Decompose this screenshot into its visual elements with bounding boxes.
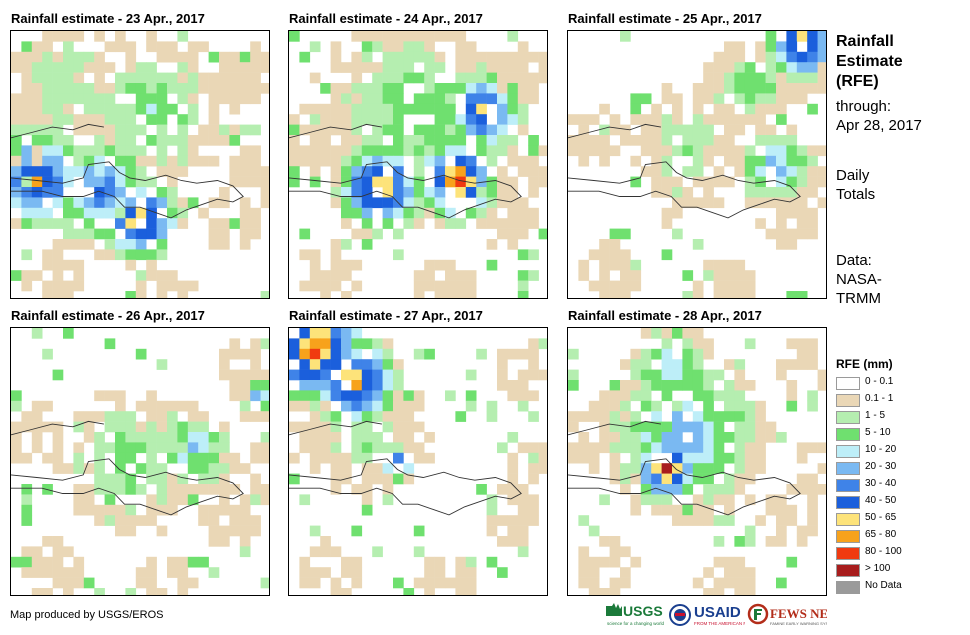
- svg-text:USGS: USGS: [623, 603, 663, 619]
- usaid-logo: USAID FROM THE AMERICAN PEOPLE: [693, 600, 761, 630]
- panel-title: Rainfall estimate - 27 Apr., 2017: [289, 308, 483, 323]
- hispaniola-coastline: [568, 458, 801, 516]
- sidebar-title-line: Estimate: [836, 53, 903, 70]
- panel-title: Rainfall estimate - 26 Apr., 2017: [11, 308, 205, 323]
- legend-swatch: [836, 496, 860, 509]
- hispaniola-coastline: [289, 161, 522, 219]
- rainfall-map: [567, 30, 827, 299]
- legend-title: RFE (mm): [836, 357, 893, 371]
- usaid-seal-logo: [668, 600, 692, 630]
- legend-swatch: [836, 462, 860, 475]
- cuba-coastline: [289, 420, 382, 436]
- data-source: NASA-: [836, 271, 882, 288]
- sidebar-title-line: Rainfall: [836, 33, 894, 50]
- legend-label: 50 - 65: [865, 512, 897, 523]
- legend-label: 80 - 100: [865, 546, 902, 557]
- svg-text:science for a changing world: science for a changing world: [607, 621, 664, 626]
- legend-label: 40 - 50: [865, 495, 897, 506]
- legend-label: > 100: [865, 563, 891, 574]
- rainfall-map: [10, 327, 270, 596]
- rainfall-map: [288, 327, 548, 596]
- legend-swatch: [836, 411, 860, 424]
- rainfall-map: [288, 30, 548, 299]
- hispaniola-coastline: [289, 458, 522, 516]
- cuba-coastline: [11, 420, 104, 436]
- svg-text:FEWS NET: FEWS NET: [770, 606, 827, 621]
- legend-swatch: [836, 513, 860, 526]
- legend-label: 20 - 30: [865, 461, 897, 472]
- legend-label: No Data: [865, 580, 902, 591]
- legend-swatch: [836, 377, 860, 390]
- legend-swatch: [836, 547, 860, 560]
- hispaniola-coastline: [11, 458, 244, 516]
- data-source: TRMM: [836, 290, 881, 307]
- rainfall-grid: [11, 31, 269, 298]
- legend-label: 10 - 20: [865, 444, 897, 455]
- svg-text:FAMINE EARLY WARNING SYSTEMS N: FAMINE EARLY WARNING SYSTEMS NETWORK: [770, 621, 827, 626]
- totals-line: Totals: [836, 186, 876, 203]
- legend-swatch: [836, 445, 860, 458]
- sidebar-title: Rainfall Estimate (RFE): [836, 32, 903, 92]
- rainfall-grid: [289, 31, 547, 298]
- panel-title: Rainfall estimate - 23 Apr., 2017: [11, 11, 205, 26]
- rainfall-grid: [568, 31, 826, 298]
- legend-swatch: [836, 479, 860, 492]
- legend-label: 0.1 - 1: [865, 393, 894, 404]
- sidebar-title-line: (RFE): [836, 73, 879, 90]
- rainfall-grid: [568, 328, 826, 595]
- hispaniola-coastline: [568, 161, 801, 219]
- rainfall-map: [567, 327, 827, 596]
- legend-label: 0 - 0.1: [865, 376, 894, 387]
- panel-title: Rainfall estimate - 28 Apr., 2017: [568, 308, 762, 323]
- cuba-coastline: [568, 420, 661, 436]
- legend-label: 30 - 40: [865, 478, 897, 489]
- legend-label: 65 - 80: [865, 529, 897, 540]
- panel-title: Rainfall estimate - 24 Apr., 2017: [289, 11, 483, 26]
- legend-swatch: [836, 564, 860, 577]
- hispaniola-coastline: [11, 161, 244, 219]
- rainfall-map: [10, 30, 270, 299]
- legend-swatch: [836, 581, 860, 594]
- data-label: Data:: [836, 252, 872, 269]
- totals-line: Daily: [836, 167, 870, 184]
- cuba-coastline: [289, 123, 382, 139]
- legend-swatch: [836, 530, 860, 543]
- legend-swatch: [836, 394, 860, 407]
- svg-text:FROM THE AMERICAN PEOPLE: FROM THE AMERICAN PEOPLE: [694, 621, 745, 626]
- through-label: through:: [836, 98, 892, 115]
- map-credit: Map produced by USGS/EROS: [10, 609, 164, 621]
- fews-net-logo: FEWS NET FAMINE EARLY WARNING SYSTEMS NE…: [747, 600, 861, 630]
- usgs-logo: USGS science for a changing world: [604, 600, 665, 630]
- svg-text:USAID: USAID: [694, 604, 741, 621]
- through-date: Apr 28, 2017: [836, 117, 922, 134]
- rainfall-grid: [11, 328, 269, 595]
- cuba-coastline: [11, 123, 104, 139]
- legend-label: 5 - 10: [865, 427, 891, 438]
- legend-swatch: [836, 428, 860, 441]
- panel-title: Rainfall estimate - 25 Apr., 2017: [568, 11, 762, 26]
- rainfall-grid: [289, 328, 547, 595]
- cuba-coastline: [568, 123, 661, 139]
- legend-label: 1 - 5: [865, 410, 886, 421]
